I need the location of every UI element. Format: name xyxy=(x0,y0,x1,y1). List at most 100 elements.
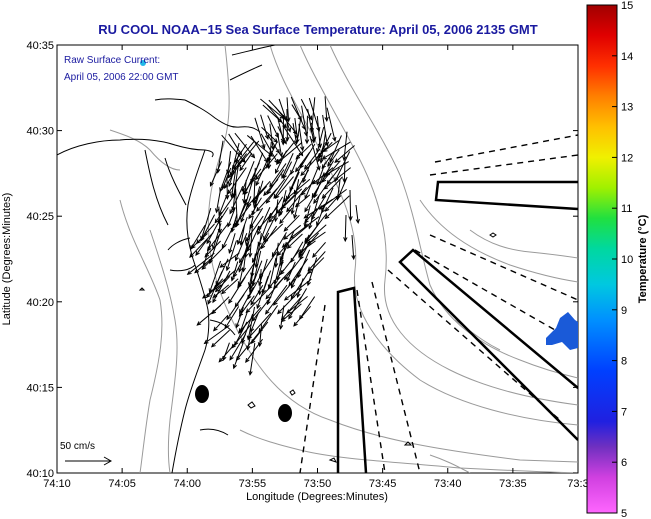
current-vector xyxy=(238,267,244,286)
current-vector xyxy=(224,158,244,189)
current-vector-head xyxy=(290,257,295,263)
current-vector xyxy=(219,252,240,268)
current-vector xyxy=(204,324,230,344)
current-vector xyxy=(239,240,253,263)
current-vector xyxy=(286,108,288,141)
current-vector xyxy=(263,223,284,243)
current-vector-head xyxy=(275,148,280,154)
current-vector xyxy=(263,179,279,196)
current-vector-head xyxy=(279,219,284,225)
current-vector xyxy=(254,117,265,149)
current-vector-head xyxy=(311,215,316,221)
current-vector xyxy=(281,153,294,178)
current-vector xyxy=(290,216,320,239)
current-vector xyxy=(234,143,247,163)
current-vector xyxy=(275,150,288,174)
current-vector xyxy=(274,106,298,135)
current-vector xyxy=(288,288,308,319)
current-vector xyxy=(226,240,237,271)
current-vector xyxy=(195,239,208,256)
shoal-marks xyxy=(138,232,497,463)
current-vector-head xyxy=(229,209,234,215)
current-vector xyxy=(304,208,318,224)
current-vector xyxy=(245,215,264,242)
current-vector xyxy=(273,171,292,199)
current-vector-head xyxy=(210,342,216,348)
current-vector xyxy=(219,161,232,192)
colorbar-tick-label: 10 xyxy=(621,254,633,266)
current-vector-head xyxy=(315,148,321,154)
current-vector-head xyxy=(322,147,328,153)
colorbar-tick-label: 13 xyxy=(621,102,633,114)
current-vector xyxy=(329,135,342,162)
current-vector xyxy=(241,161,255,192)
current-vector xyxy=(247,275,261,300)
current-vector-head xyxy=(277,309,282,315)
current-vector-head xyxy=(214,287,220,293)
current-vector xyxy=(260,114,269,139)
current-vector-head xyxy=(250,300,255,306)
current-vector xyxy=(311,195,327,220)
current-vector-head xyxy=(189,253,194,258)
current-vector-head xyxy=(251,281,256,287)
current-vector xyxy=(291,104,302,121)
current-vector-head xyxy=(255,175,260,181)
current-vector-head xyxy=(306,240,312,246)
current-vector xyxy=(277,117,285,143)
current-vector xyxy=(300,149,324,176)
current-vector-head xyxy=(204,252,210,258)
current-vector xyxy=(246,180,271,208)
current-vector xyxy=(228,276,246,304)
current-vector xyxy=(213,269,237,290)
current-vector xyxy=(276,132,283,157)
current-vector xyxy=(206,215,223,244)
current-vector xyxy=(240,224,246,245)
current-vector xyxy=(207,223,229,251)
current-vector-head xyxy=(238,311,244,317)
x-tick-label: 73:45 xyxy=(369,478,397,490)
current-vector xyxy=(221,278,239,294)
current-vector-head xyxy=(248,252,253,258)
current-vector xyxy=(233,342,244,369)
current-vector xyxy=(229,334,246,360)
current-vector xyxy=(196,304,222,326)
y-tick-label: 40:20 xyxy=(26,297,54,309)
current-vector-head xyxy=(219,263,225,268)
current-vector xyxy=(249,253,256,289)
current-vector-head xyxy=(290,209,295,215)
current-vector xyxy=(316,204,326,226)
current-vector xyxy=(228,233,236,254)
current-vector xyxy=(263,215,276,240)
current-vector xyxy=(187,252,215,275)
current-vector xyxy=(299,240,316,254)
current-vector-head xyxy=(296,292,301,299)
current-vector xyxy=(202,284,222,299)
current-vector-head xyxy=(334,177,339,183)
current-vector-head xyxy=(355,218,360,225)
current-vector xyxy=(300,98,313,120)
current-vector-head xyxy=(265,163,270,169)
current-vector xyxy=(226,294,245,320)
current-vector xyxy=(305,223,320,242)
x-tick-label: 74:05 xyxy=(108,478,136,490)
current-vector-head xyxy=(285,309,291,314)
current-vector-head xyxy=(228,181,233,188)
current-vector-head xyxy=(321,164,326,170)
current-vector xyxy=(267,140,278,162)
current-vector-head xyxy=(233,272,238,278)
current-vector-head xyxy=(228,248,233,254)
current-vector-head xyxy=(304,218,309,224)
current-vector xyxy=(321,176,343,199)
current-vector-head xyxy=(351,255,356,261)
current-vector xyxy=(284,278,312,301)
current-vector-head xyxy=(248,214,253,220)
current-vector-head xyxy=(218,357,224,363)
x-tick-label: 73:35 xyxy=(499,478,527,490)
current-vector-head xyxy=(293,214,298,220)
current-vector-head xyxy=(290,283,295,289)
current-vector xyxy=(252,296,272,321)
current-vector xyxy=(231,168,237,198)
current-vector-head xyxy=(348,216,353,222)
current-vector-head xyxy=(263,191,268,197)
current-vector xyxy=(211,329,230,348)
